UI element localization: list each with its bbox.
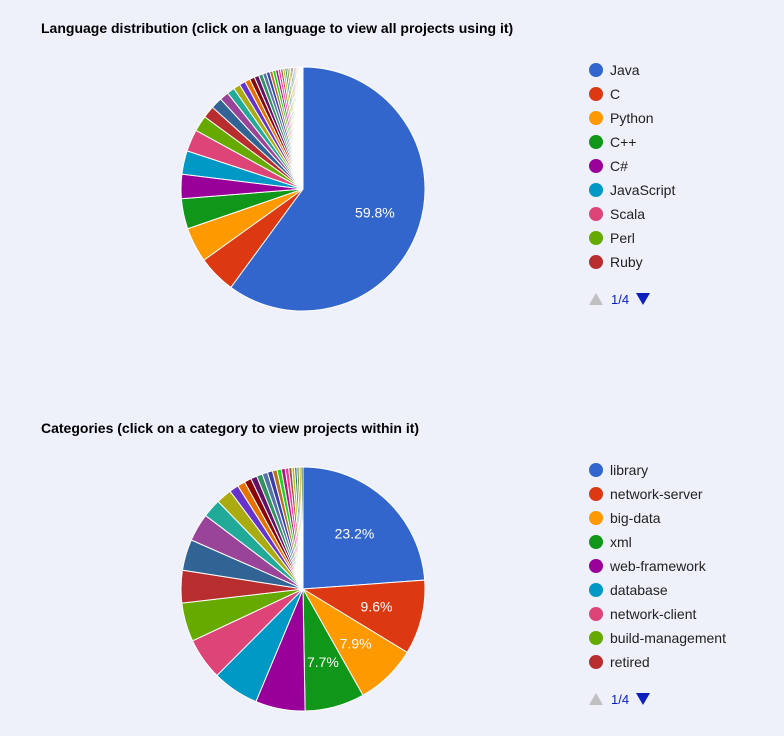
legend-page-indicator: 1/4 [611, 291, 630, 307]
legend-label: retired [610, 654, 650, 670]
categories-legend: library network-server big-data xml web-fram… [589, 458, 779, 674]
legend-swatch [589, 655, 603, 669]
legend-label: Python [610, 110, 654, 126]
legend-label: network-server [610, 486, 703, 502]
legend-label: C [610, 86, 621, 102]
categories-chart-title: Categories (click on a category to view … [41, 420, 420, 436]
legend-label: web-framework [610, 558, 706, 574]
legend-swatch [589, 255, 603, 269]
legend-item-c-[interactable]: C++ [589, 130, 779, 154]
legend-item-java[interactable]: Java [589, 58, 779, 82]
legend-page-indicator: 1/4 [611, 691, 630, 707]
legend-swatch [589, 87, 603, 101]
legend-swatch [589, 111, 603, 125]
slice-data-label: 9.6% [361, 599, 393, 615]
slice-data-label: 7.9% [340, 635, 372, 651]
language-legend-pager: 1/4 [589, 290, 651, 308]
legend-label: Scala [610, 206, 646, 222]
legend-item-python[interactable]: Python [589, 106, 779, 130]
legend-item-scala[interactable]: Scala [589, 202, 779, 226]
legend-swatch [589, 487, 603, 501]
legend-item-retired[interactable]: retired [589, 650, 779, 674]
legend-swatch [589, 207, 603, 221]
legend-label: C# [610, 158, 628, 174]
language-pie-chart[interactable]: 59.8% [160, 46, 450, 336]
legend-swatch [589, 135, 603, 149]
legend-label: xml [610, 534, 632, 550]
page-up-icon[interactable] [589, 693, 603, 705]
slice-data-label: 7.7% [307, 654, 339, 670]
legend-item-ruby[interactable]: Ruby [589, 250, 779, 274]
categories-legend-pager: 1/4 [589, 690, 651, 708]
slice-data-label: 23.2% [335, 526, 375, 542]
legend-label: network-client [610, 606, 697, 622]
legend-item-web-framework[interactable]: web-framework [589, 554, 779, 578]
legend-item-build-management[interactable]: build-management [589, 626, 779, 650]
pie-slice-network-server[interactable] [301, 579, 426, 654]
legend-label: library [610, 462, 649, 478]
legend-item-javascript[interactable]: JavaScript [589, 178, 779, 202]
legend-swatch [589, 607, 603, 621]
pie-slice[interactable] [301, 66, 304, 190]
legend-swatch [589, 231, 603, 245]
page-up-icon[interactable] [589, 293, 603, 305]
legend-item-network-server[interactable]: network-server [589, 482, 779, 506]
legend-label: database [610, 582, 668, 598]
pie-slice[interactable] [300, 466, 304, 590]
legend-label: JavaScript [610, 182, 676, 198]
page-down-icon[interactable] [636, 293, 651, 305]
legend-label: big-data [610, 510, 661, 526]
language-legend: Java C Python C++ C# JavaScript Scala Perl Ruby [589, 58, 779, 274]
legend-label: Ruby [610, 254, 643, 270]
legend-swatch [589, 583, 603, 597]
legend-swatch [589, 631, 603, 645]
legend-label: Java [610, 62, 640, 78]
legend-item-c[interactable]: C [589, 82, 779, 106]
legend-item-database[interactable]: database [589, 578, 779, 602]
legend-swatch [589, 63, 603, 77]
legend-label: Perl [610, 230, 635, 246]
legend-swatch [589, 535, 603, 549]
legend-label: build-management [610, 630, 726, 646]
legend-label: C++ [610, 134, 637, 150]
legend-item-perl[interactable]: Perl [589, 226, 779, 250]
legend-item-c-[interactable]: C# [589, 154, 779, 178]
pie-slice-library[interactable] [302, 466, 426, 590]
legend-swatch [589, 463, 603, 477]
legend-swatch [589, 559, 603, 573]
categories-pie-chart[interactable]: 23.2% 9.6% 7.9%7.7% [160, 446, 450, 736]
legend-item-library[interactable]: library [589, 458, 779, 482]
legend-item-xml[interactable]: xml [589, 530, 779, 554]
slice-data-label: 59.8% [355, 205, 395, 221]
legend-swatch [589, 183, 603, 197]
legend-swatch [589, 159, 603, 173]
legend-item-network-client[interactable]: network-client [589, 602, 779, 626]
pie-slice-java[interactable] [230, 66, 426, 312]
page-down-icon[interactable] [636, 693, 651, 705]
legend-swatch [589, 511, 603, 525]
language-chart-title: Language distribution (click on a langua… [41, 20, 514, 36]
legend-item-big-data[interactable]: big-data [589, 506, 779, 530]
